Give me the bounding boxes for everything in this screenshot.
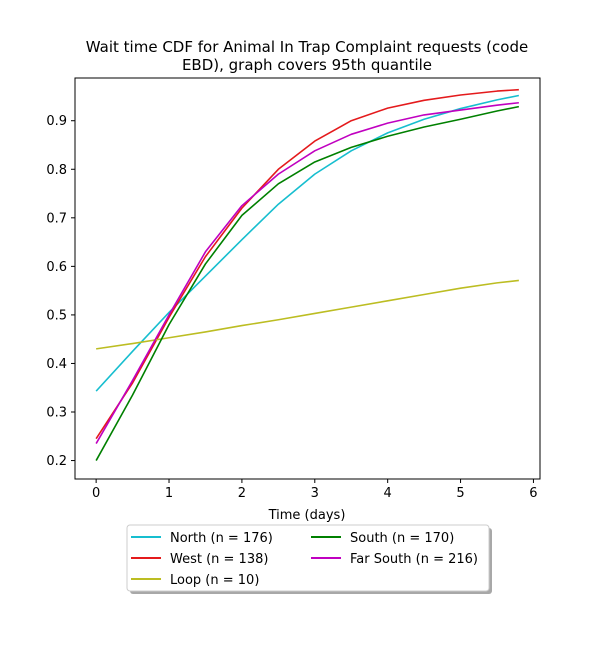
x-tick-label: 4 [384, 486, 392, 501]
legend-label-3: South (n = 170) [350, 531, 454, 546]
y-tick-label: 0.7 [46, 211, 67, 226]
chart-title-line2: EBD), graph covers 95th quantile [182, 56, 432, 74]
plot-frame [74, 77, 541, 480]
legend-label-4: Far South (n = 216) [350, 552, 478, 567]
series-line-3 [95, 105, 520, 461]
y-axis: 0.2 0.3 0.4 0.5 0.6 0.7 0.8 0.9 [46, 114, 75, 469]
x-tick-label: 6 [529, 486, 537, 501]
series-line-2 [96, 279, 519, 350]
y-tick-label: 0.3 [46, 406, 67, 421]
legend-label-2: Loop (n = 10) [170, 573, 259, 588]
chart-title-line1: Wait time CDF for Animal In Trap Complai… [86, 38, 528, 56]
y-tick-label: 0.9 [46, 114, 67, 129]
legend-label-1: West (n = 138) [170, 552, 268, 567]
x-tick-label: 3 [311, 486, 319, 501]
y-tick-label: 0.5 [46, 308, 67, 323]
series-line-1 [95, 88, 519, 440]
series-line-0 [95, 94, 520, 392]
x-axis-label: Time (days) [268, 508, 346, 523]
legend: North (n = 176) West (n = 138) Loop (n = 1… [126, 524, 492, 594]
x-tick-label: 5 [456, 486, 464, 501]
series-layer [95, 88, 520, 461]
y-tick-label: 0.4 [46, 357, 67, 372]
legend-label-0: North (n = 176) [170, 531, 273, 546]
legend-box [126, 524, 490, 592]
x-tick-label: 1 [165, 486, 173, 501]
x-axis: 0 1 2 3 4 5 6 [92, 479, 538, 501]
y-tick-label: 0.2 [46, 454, 67, 469]
y-tick-label: 0.6 [46, 260, 67, 275]
y-tick-label: 0.8 [46, 163, 67, 178]
series-line-4 [95, 101, 519, 444]
x-tick-label: 0 [92, 486, 100, 501]
x-tick-label: 2 [238, 486, 246, 501]
